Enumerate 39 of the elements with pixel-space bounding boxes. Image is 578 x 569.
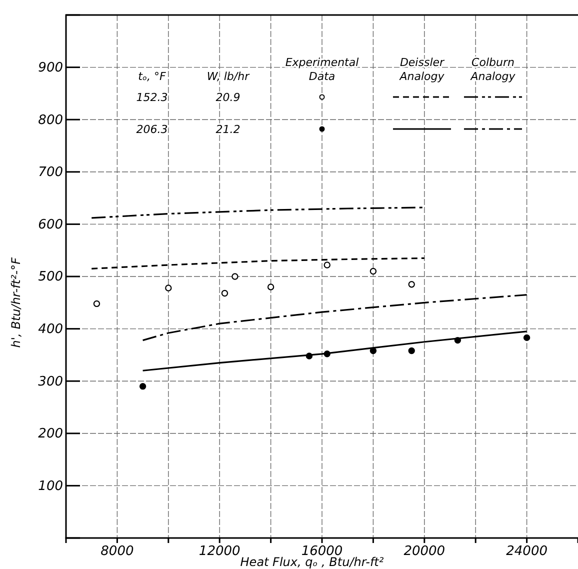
- y-tick-label: 300: [38, 374, 63, 390]
- y-tick-label: 100: [38, 478, 63, 494]
- annotation: Colburn Analogy: [470, 56, 516, 83]
- point: [165, 284, 172, 292]
- y-tick-label: 600: [38, 217, 63, 232]
- point: [221, 290, 228, 297]
- point: [139, 382, 146, 390]
- x-tick-label: 20000: [404, 544, 446, 560]
- annotation: 152.3: [136, 91, 168, 104]
- line-series: [142, 294, 528, 342]
- x-axis-title: Heat Flux, qₒ , Btu/hr-ft²: [240, 555, 384, 569]
- y-tick-label: 400: [38, 322, 63, 337]
- x-tick-label: 8000: [100, 544, 134, 560]
- annotation: tₒ, °F: [138, 70, 167, 83]
- point: [408, 347, 415, 354]
- line-series: [90, 257, 426, 270]
- annotation: Experimental Data: [285, 56, 359, 83]
- x-tick-label: 24000: [506, 544, 548, 560]
- line-series: [90, 206, 426, 219]
- point: [232, 273, 238, 280]
- y-tick-label: 800: [38, 112, 63, 128]
- y-tick-label: 900: [38, 60, 63, 76]
- y-axis-title: h', Btu/hr-ft²-°F: [9, 256, 23, 348]
- annotation: 21.2: [216, 123, 240, 136]
- point: [370, 268, 377, 275]
- annotation: 20.9: [216, 91, 240, 104]
- line-series: [142, 330, 528, 372]
- annotation: W, lb/hr: [206, 70, 251, 83]
- annotation: Deissler Analogy: [398, 56, 446, 83]
- y-tick-label: 500: [38, 270, 63, 285]
- y-tick-label: 200: [38, 426, 63, 442]
- point: [408, 280, 415, 288]
- point: [523, 334, 530, 342]
- point: [267, 284, 274, 290]
- x-tick-label: 12000: [198, 544, 240, 560]
- point: [324, 262, 330, 268]
- annotation: 206.3: [136, 123, 168, 136]
- y-tick-label: 700: [38, 165, 63, 180]
- point: [93, 300, 100, 308]
